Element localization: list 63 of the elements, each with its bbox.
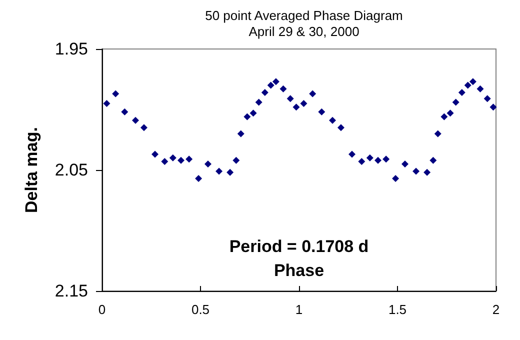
point — [132, 116, 139, 124]
point — [300, 100, 308, 107]
y-tick-label: 1.95 — [54, 40, 88, 58]
point — [226, 168, 234, 176]
point — [161, 158, 168, 166]
point — [169, 154, 176, 162]
point — [261, 89, 268, 96]
point — [337, 124, 344, 132]
point — [392, 174, 400, 182]
chart-title: 50 point Averaged Phase Diagram — [205, 8, 403, 23]
point — [151, 150, 158, 158]
point — [374, 156, 382, 164]
x-tick-label: 0 — [98, 302, 106, 317]
point — [204, 160, 212, 168]
point — [244, 113, 251, 120]
point — [469, 78, 476, 86]
point — [280, 85, 287, 92]
point — [309, 90, 316, 98]
point — [412, 168, 420, 175]
point — [401, 160, 408, 168]
point — [424, 168, 431, 176]
y-tick-label: 2.15 — [54, 282, 88, 300]
point — [292, 104, 300, 111]
point — [237, 130, 244, 138]
point — [250, 110, 257, 117]
point — [328, 116, 336, 124]
point — [452, 98, 460, 106]
point — [267, 82, 274, 89]
point — [103, 100, 110, 107]
point — [358, 158, 366, 166]
chart-subtitle: April 29 & 30, 2000 — [248, 24, 360, 39]
point — [366, 154, 374, 162]
point — [216, 168, 223, 175]
point — [318, 108, 326, 116]
point — [440, 113, 448, 120]
point — [140, 124, 148, 132]
point — [476, 85, 484, 92]
x-tick-label: 2 — [492, 302, 500, 317]
point — [446, 110, 454, 117]
point — [232, 156, 240, 164]
point — [186, 156, 193, 163]
point — [286, 95, 294, 102]
point — [272, 78, 280, 86]
point — [121, 108, 128, 116]
x-tick-label: 1.5 — [388, 302, 407, 317]
point — [382, 156, 390, 163]
point — [348, 150, 356, 158]
annotation: Period = 0.1708 d — [229, 237, 369, 256]
y-axis-title: Delta mag. — [22, 127, 41, 213]
x-axis-title: Phase — [274, 261, 324, 280]
x-tick-label: 1 — [295, 302, 303, 317]
y-tick-label: 2.05 — [54, 160, 88, 180]
point — [484, 95, 491, 102]
point — [458, 89, 466, 96]
point — [434, 130, 442, 138]
point — [195, 174, 202, 182]
point — [464, 82, 472, 89]
point — [255, 98, 262, 106]
point — [430, 156, 437, 164]
x-tick-label: 0.5 — [191, 302, 210, 317]
point — [177, 156, 184, 164]
point — [490, 104, 497, 111]
point — [112, 90, 120, 98]
